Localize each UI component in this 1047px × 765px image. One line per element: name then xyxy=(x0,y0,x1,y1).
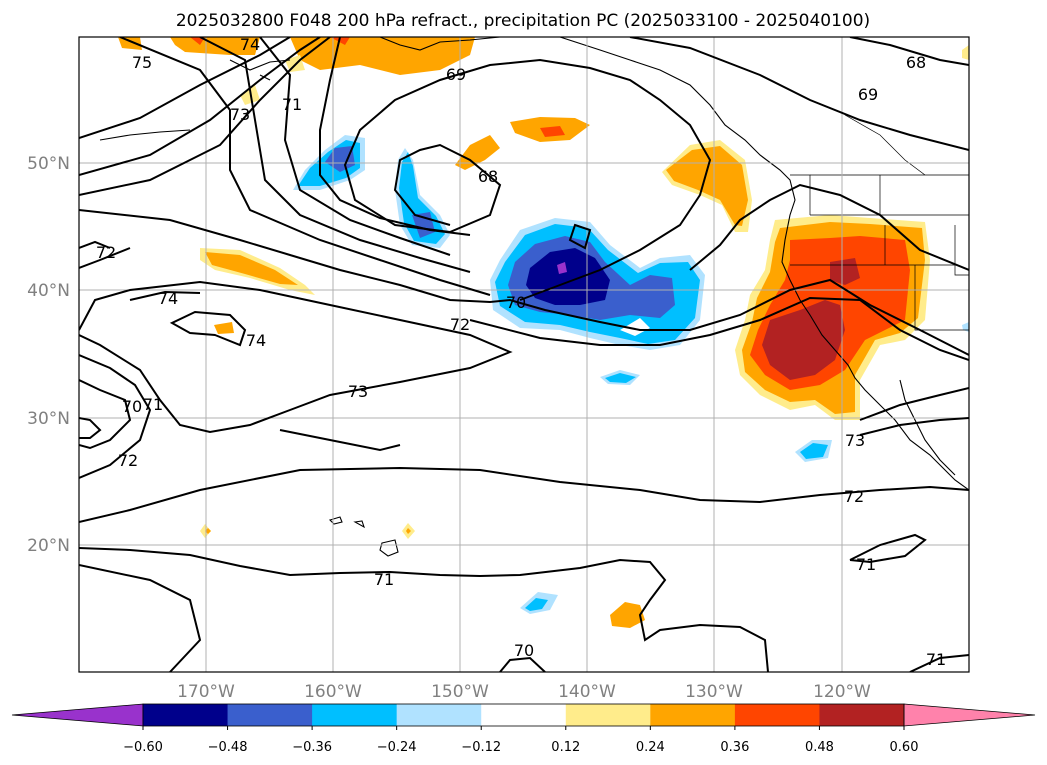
north-america-coast xyxy=(559,37,969,491)
contour-label: 70 xyxy=(514,641,534,660)
colorbar-segment xyxy=(396,704,482,726)
map-frame xyxy=(78,36,970,673)
lon-label: 170°W xyxy=(177,682,235,702)
colorbar-tick-label: 0.36 xyxy=(720,740,749,755)
colorbar-segment xyxy=(227,704,313,726)
colorbar-segment xyxy=(481,704,567,726)
contour-label: 70 xyxy=(506,293,526,312)
map-panel: 75 74 73 71 69 68 69 68 72 74 74 70 72 7… xyxy=(27,35,970,702)
contour-label: 69 xyxy=(446,65,466,84)
lon-label: 130°W xyxy=(685,682,743,702)
colorbar-segment xyxy=(143,704,229,726)
contour-label: 71 xyxy=(143,395,163,414)
lon-label: 120°W xyxy=(813,682,871,702)
lat-label: 30°N xyxy=(27,409,70,429)
contour-label: 74 xyxy=(246,331,266,350)
contour-label: 70 xyxy=(122,397,142,416)
contour-label: 72 xyxy=(450,315,470,334)
lon-label: 140°W xyxy=(558,682,616,702)
contour-labels: 75 74 73 71 69 68 69 68 72 74 74 70 72 7… xyxy=(96,35,946,669)
precip-positive-max-california xyxy=(762,300,845,380)
colorbar-tick-label: 0.12 xyxy=(551,740,580,755)
lon-tick-labels: 170°W 160°W 150°W 140°W 130°W 120°W xyxy=(177,682,871,702)
contour-label: 72 xyxy=(118,451,138,470)
precip-negative-extreme-central xyxy=(557,262,567,274)
colorbar-extend-low xyxy=(11,703,144,727)
colorbar-tick-label: −0.60 xyxy=(123,740,163,755)
colorbar-tick-label: −0.48 xyxy=(208,740,248,755)
precip-positive-mid-pnw xyxy=(666,146,748,226)
contour-label: 72 xyxy=(844,487,864,506)
colorbar-tick-label: 0.60 xyxy=(890,740,919,755)
contour-label: 69 xyxy=(858,85,878,104)
colorbar-tick-label: −0.36 xyxy=(292,740,332,755)
lon-label: 150°W xyxy=(431,682,489,702)
map-title: 2025032800 F048 200 hPa refract., precip… xyxy=(176,11,870,31)
colorbar-tick-label: −0.12 xyxy=(461,740,501,755)
contour-label: 73 xyxy=(230,105,250,124)
colorbar-segment xyxy=(734,704,820,726)
contour-label: 68 xyxy=(478,167,498,186)
precip-positive-aleutian xyxy=(118,37,475,75)
colorbar-tick-label: −0.24 xyxy=(377,740,417,755)
colorbar: −0.60 −0.48 −0.36 −0.24 −0.12 0.12 0.24 0.36 0.4… xyxy=(11,703,1036,755)
colorbar-segment xyxy=(650,704,736,726)
lat-label: 50°N xyxy=(27,154,70,174)
state-borders xyxy=(790,114,969,331)
contour-label: 71 xyxy=(926,650,946,669)
colorbar-tick-label: 0.48 xyxy=(805,740,834,755)
lon-label: 160°W xyxy=(304,682,362,702)
lat-label: 40°N xyxy=(27,281,70,301)
colorbar-extend-high xyxy=(903,703,1036,727)
contour-label: 74 xyxy=(240,35,260,54)
contour-label: 71 xyxy=(856,555,876,574)
colorbar-segment xyxy=(819,704,905,726)
contour-label: 74 xyxy=(158,289,178,308)
colorbar-outline xyxy=(142,703,905,727)
coastlines xyxy=(99,37,969,557)
refractivity-contours xyxy=(79,37,969,672)
contour-label: 73 xyxy=(348,382,368,401)
lat-label: 20°N xyxy=(27,536,70,556)
contour-label: 71 xyxy=(282,95,302,114)
contour-label: 73 xyxy=(845,431,865,450)
contour-label: 72 xyxy=(96,243,116,262)
colorbar-segment xyxy=(565,704,651,726)
precip-positive-mid-goa xyxy=(455,135,500,170)
colorbar-tick-label: 0.24 xyxy=(636,740,665,755)
colorbar-segment xyxy=(312,704,398,726)
lat-tick-labels: 50°N 40°N 30°N 20°N xyxy=(27,154,70,556)
contour-label: 68 xyxy=(906,53,926,72)
contour-label: 75 xyxy=(132,53,152,72)
contour-label: 71 xyxy=(374,570,394,589)
